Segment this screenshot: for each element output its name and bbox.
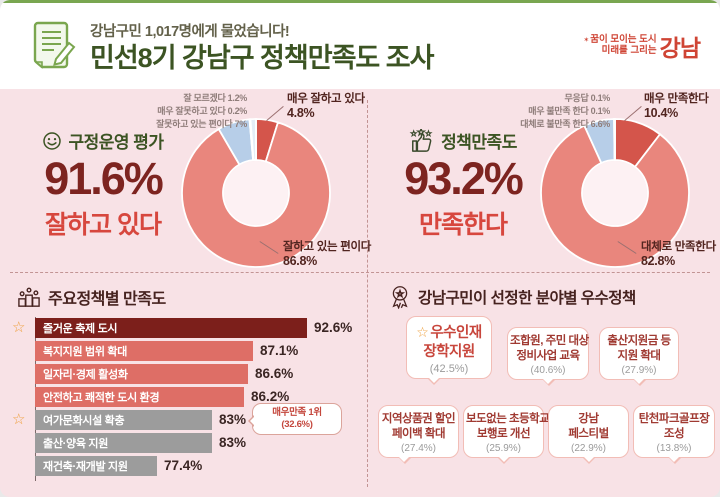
bar-value: 83% xyxy=(219,435,247,450)
policy-sat-top-label: 매우 만족한다 10.4% xyxy=(644,93,709,120)
policy-sat-title: 정책만족도 xyxy=(441,133,517,152)
admin-eval-bottom-label: 잘하고 있는 편이다 86.8% xyxy=(283,241,372,268)
donut-label: 잘 모르겠다 1.2% xyxy=(183,93,247,103)
gangnam-logo: 꿈이 모이는 도시 미래를 그리는 강남 xyxy=(583,29,701,63)
bar-row: ☆ 즐거운 축제 도시 92.6% xyxy=(0,316,367,339)
bar: 즐거운 축제 도시 xyxy=(35,317,307,338)
policy-card-pct: (13.8%) xyxy=(656,442,692,454)
policy-card-pct: (22.9%) xyxy=(570,442,606,454)
bar: 여가문화시설 확충 xyxy=(35,409,212,430)
policy-card: 출산지원금 등 지원 확대 (27.9%) xyxy=(599,327,679,386)
policy-bar-section: 주요정책별 만족도 ☆ 즐거운 축제 도시 92.6% 복지지원 범위 확대 8… xyxy=(0,272,367,497)
bar: 복지지원 범위 확대 xyxy=(35,340,253,361)
bar-row: 재건축·재개발 지원 77.4% xyxy=(0,454,367,477)
podium-icon xyxy=(18,287,40,307)
admin-eval-percentage: 91.6% xyxy=(44,153,164,204)
page-title: 민선8기 강남구 정책만족도 조사 xyxy=(90,42,434,73)
horizontal-dashed-divider xyxy=(10,272,710,273)
star-icon: ☆ xyxy=(12,411,26,428)
star-icon: ☆ xyxy=(416,324,429,340)
bar-value: 83% xyxy=(219,412,247,427)
policy-card: 보도없는 초등학교 보행로 개선 (25.9%) xyxy=(463,405,550,464)
medal-icon xyxy=(392,286,408,309)
bar-row: 안전하고 쾌적한 도시 환경 86.2% xyxy=(0,385,367,408)
header: 강남구민 1,017명에게 물었습니다! 민선8기 강남구 정책만족도 조사 꿈… xyxy=(0,0,720,89)
admin-eval-verdict: 잘하고 있다 xyxy=(45,210,162,239)
policy-card: 강남 페스티벌 (22.9%) xyxy=(548,405,629,464)
bar: 재건축·재개발 지원 xyxy=(35,455,157,476)
logo-slogan-line1: 꿈이 모이는 도시 xyxy=(583,34,656,46)
donut-label: 매우 불만족 한다 0.1% xyxy=(528,106,610,116)
policy-card-pct: (42.5%) xyxy=(429,362,469,375)
thumbs-up-icon xyxy=(409,128,433,152)
admin-eval-minor-labels: 잘 모르겠다 1.2% 매우 잘못하고 있다 0.2% 잘못하고 있는 편이다 … xyxy=(100,92,247,131)
bar-row: ☆ 여가문화시설 확충 83% xyxy=(0,408,367,431)
donut-label: 대체로 불만족 한다 6.6% xyxy=(520,119,610,129)
policy-card-pct: (40.6%) xyxy=(530,364,566,376)
star-icon: ☆ xyxy=(12,319,26,336)
admin-eval-title: 구정운영 평가 xyxy=(68,133,164,152)
policy-card: 지역상품권 할인 페이백 확대 (27.4%) xyxy=(378,405,459,464)
donut-label: 매우 잘못하고 있다 0.2% xyxy=(157,106,247,116)
policy-card-pct: (27.4%) xyxy=(400,442,436,454)
policy-card: 조합원, 주민 대상 정비사업 교육 (40.6%) xyxy=(507,327,589,386)
policy-sat-percentage: 93.2% xyxy=(404,153,524,204)
vertical-dashed-divider xyxy=(367,100,368,487)
bar-value: 92.6% xyxy=(314,320,353,335)
policy-card-pct: (27.9%) xyxy=(621,364,657,376)
bar-value: 86.2% xyxy=(251,389,290,404)
bar-value: 86.6% xyxy=(255,366,294,381)
logo-slogan-line2: 미래를 그리는 xyxy=(601,45,657,56)
bar-row: 출산·양육 지원 83% xyxy=(0,431,367,454)
policy-card: 탄천파크골프장 조성 (13.8%) xyxy=(633,405,715,464)
logo-brand: 강남 xyxy=(659,35,701,61)
bar-section-title: 주요정책별 만족도 xyxy=(48,291,166,308)
best-policy-title: 강남구민이 선정한 분야별 우수정책 xyxy=(418,290,636,307)
survey-kicker: 강남구민 1,017명에게 물었습니다! xyxy=(90,23,290,40)
donut-label: 무응답 0.1% xyxy=(564,93,611,103)
bar: 일자리·경제 활성화 xyxy=(35,363,248,384)
policy-sat-minor-labels: 무응답 0.1% 매우 불만족 한다 0.1% 대체로 불만족 한다 6.6% xyxy=(463,92,610,131)
policy-card: ☆ 우수인재 장학지원 (42.5%) xyxy=(406,316,492,385)
policy-sat-stat: 정책만족도 93.2% 만족한다 xyxy=(378,128,548,241)
bar-row: 복지지원 범위 확대 87.1% xyxy=(0,339,367,362)
smiley-icon xyxy=(43,131,62,150)
admin-eval-top-label: 매우 잘하고 있다 4.8% xyxy=(287,93,365,120)
bar: 출산·양육 지원 xyxy=(35,432,212,453)
bar-value: 87.1% xyxy=(260,343,299,358)
bar-row: 일자리·경제 활성화 86.6% xyxy=(0,362,367,385)
donut-label: 잘못하고 있는 편이다 7% xyxy=(156,119,247,129)
policy-card-pct: (25.9%) xyxy=(485,442,521,454)
document-pencil-icon xyxy=(33,21,76,69)
best-policy-section: 강남구민이 선정한 분야별 우수정책 ☆ 우수인재 장학지원 (42.5%) 조합… xyxy=(370,272,720,497)
bar: 안전하고 쾌적한 도시 환경 xyxy=(35,386,244,407)
admin-eval-donut-chart xyxy=(181,118,331,268)
bar-value: 77.4% xyxy=(164,458,203,473)
admin-eval-stat: 구정운영 평가 91.6% 잘하고 있다 xyxy=(18,128,188,241)
bar-chart: ☆ 즐거운 축제 도시 92.6% 복지지원 범위 확대 87.1% 일자리·경… xyxy=(0,316,367,477)
policy-sat-verdict: 만족한다 xyxy=(418,210,508,239)
policy-sat-bottom-label: 대체로 만족한다 82.8% xyxy=(641,241,716,268)
policy-sat-donut-chart xyxy=(540,118,690,268)
top-satisfaction-callout: 매우만족 1위 (32.6%) xyxy=(248,403,342,435)
